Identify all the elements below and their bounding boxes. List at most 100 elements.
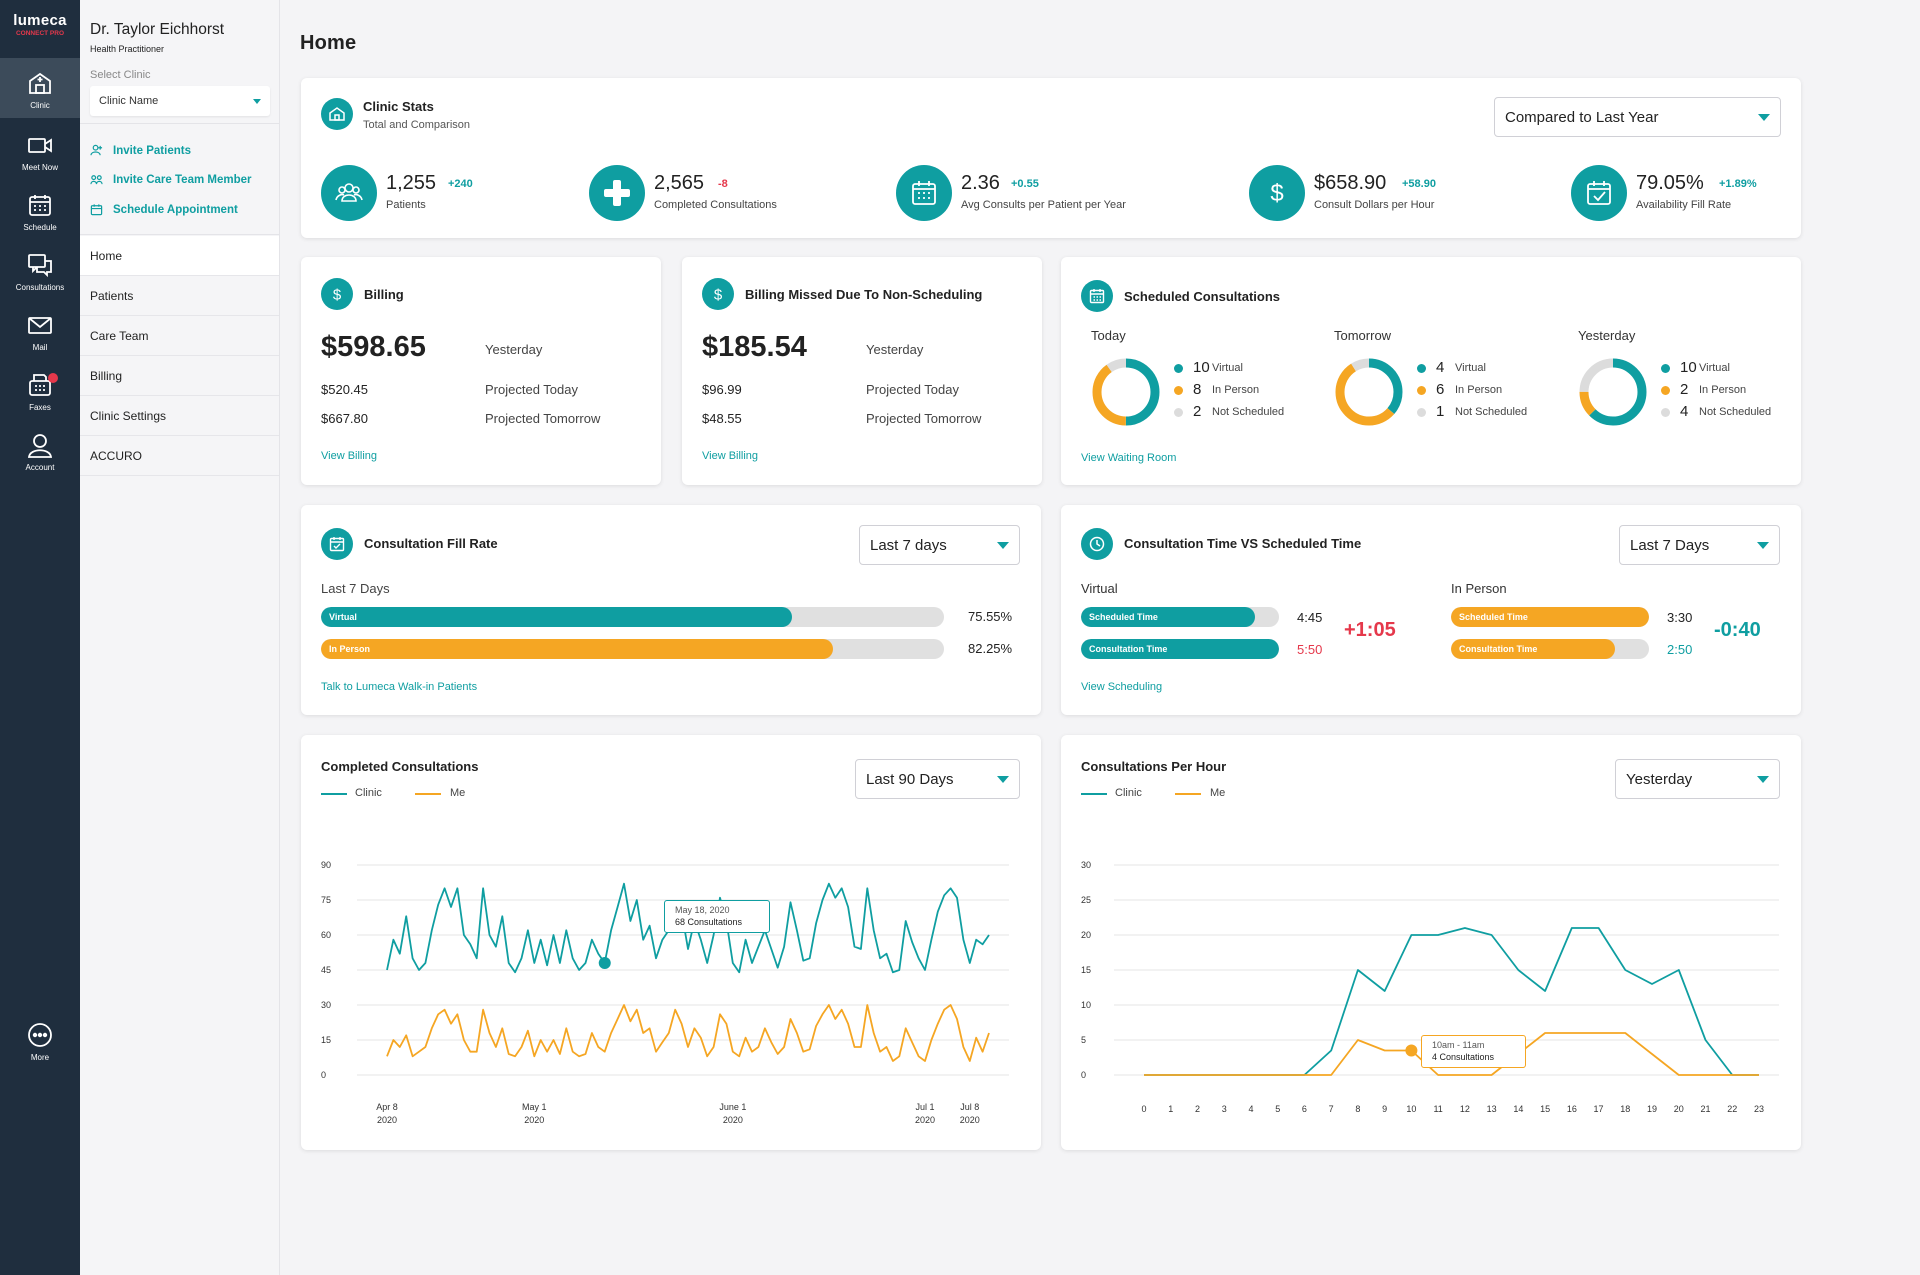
y-tick-label: 30	[1081, 860, 1091, 870]
schedule-legend-label: Not Scheduled	[1455, 406, 1528, 418]
time-bar: Scheduled Time	[1081, 607, 1279, 627]
nav-home[interactable]: Home	[80, 236, 279, 276]
x-tick-label: 22	[1727, 1104, 1737, 1114]
fill-rate-period: Last 7 Days	[321, 581, 390, 596]
rail-meet-now[interactable]: Meet Now	[0, 120, 80, 180]
fill-rate-title: Consultation Fill Rate	[364, 536, 498, 551]
rail-label: Consultations	[15, 283, 65, 292]
rail-faxes[interactable]: Faxes	[0, 360, 80, 420]
dollar-icon: $	[1270, 180, 1283, 207]
fill-rate-icon-circle	[321, 528, 353, 560]
x-tick-label: 5	[1275, 1104, 1280, 1114]
y-tick-label: 10	[1081, 1000, 1091, 1010]
rail-label: More	[30, 1053, 50, 1062]
rail-more[interactable]: More	[0, 1010, 80, 1070]
brand-sub: CONNECT PRO	[15, 30, 65, 37]
view-billing-link[interactable]: View Billing	[321, 450, 378, 462]
billing-card: $ Billing $598.65 Yesterday $520.45 Proj…	[301, 257, 661, 485]
completed-range-select[interactable]: Last 90 Days	[855, 759, 1020, 799]
chevron-down-icon	[1757, 775, 1769, 783]
stat-value: $658.90	[1314, 172, 1387, 194]
y-tick-label: 30	[321, 1000, 331, 1010]
schedule-count: 1	[1436, 403, 1445, 420]
calendar-icon	[1089, 289, 1105, 304]
rail-label: Schedule	[23, 223, 57, 232]
legend-dot	[1661, 364, 1670, 373]
schedule-count: 2	[1680, 381, 1689, 398]
rail-schedule[interactable]: Schedule	[0, 180, 80, 240]
y-tick-label: 20	[1081, 930, 1091, 940]
clinic-select[interactable]: Clinic Name	[90, 86, 270, 116]
more-icon	[28, 1023, 52, 1047]
series-line-clinic	[386, 882, 990, 974]
x-tick-label: June 1	[719, 1102, 746, 1112]
schedule-count: 2	[1193, 403, 1202, 420]
series-line-me	[386, 1004, 990, 1062]
divider	[80, 123, 279, 124]
view-scheduling-link[interactable]: View Scheduling	[1081, 681, 1163, 693]
x-tick-label: 7	[1329, 1104, 1334, 1114]
stat-label: Completed Consultations	[654, 199, 777, 211]
time-bar: Scheduled Time	[1451, 607, 1649, 627]
clinic-icon	[29, 72, 51, 94]
time-bar-label: Scheduled Time	[1089, 612, 1158, 622]
calendar-check-icon	[1587, 181, 1611, 205]
legend-dot	[1661, 386, 1670, 395]
nav-accuro[interactable]: ACCURO	[80, 436, 279, 476]
tooltip-value: 68 Consultations	[675, 917, 743, 927]
compare-select[interactable]: Compared to Last Year	[1494, 97, 1781, 137]
time-bar-fill	[1451, 639, 1616, 659]
billing-row-label: Projected Today	[485, 382, 578, 397]
tooltip-point	[1405, 1044, 1418, 1057]
schedule-legend-label: In Person	[1455, 384, 1503, 396]
billing-row-label: Projected Tomorrow	[485, 411, 601, 426]
time-value: 4:45	[1297, 610, 1323, 625]
schedule-appointment-link[interactable]: Schedule Appointment	[90, 203, 238, 216]
legend-me-swatch	[1175, 793, 1201, 795]
invite-patients-link[interactable]: Invite Patients	[90, 144, 191, 157]
compare-select-value: Compared to Last Year	[1505, 108, 1659, 126]
walk-in-patients-link[interactable]: Talk to Lumeca Walk-in Patients	[321, 681, 478, 693]
view-billing-missed-link[interactable]: View Billing	[702, 450, 759, 462]
people-icon	[335, 183, 363, 202]
schedule-count: 10	[1680, 359, 1697, 376]
fill-rate-value: 75.55%	[968, 609, 1013, 624]
rail-mail[interactable]: Mail	[0, 300, 80, 360]
time-vs-range-select[interactable]: Last 7 Days	[1619, 525, 1780, 565]
rail-clinic[interactable]: Clinic	[0, 58, 80, 118]
rail-label: Meet Now	[21, 163, 58, 172]
x-tick-label: Jul 1	[915, 1102, 934, 1112]
billing-missed-main-value: $185.54	[702, 331, 807, 363]
invite-care-team-link[interactable]: Invite Care Team Member	[90, 173, 251, 186]
nav-clinic-settings[interactable]: Clinic Settings	[80, 396, 279, 436]
rail-consultations[interactable]: Consultations	[0, 240, 80, 300]
chevron-down-icon	[997, 775, 1009, 783]
donut-not-scheduled	[1092, 358, 1160, 426]
time-vs-title: Consultation Time VS Scheduled Time	[1124, 536, 1362, 551]
legend-clinic-swatch	[1081, 793, 1107, 795]
schedule-legend-label: Not Scheduled	[1212, 406, 1285, 418]
donut-not-scheduled	[1579, 358, 1647, 426]
time-group-label: Virtual	[1081, 581, 1118, 596]
rail-account[interactable]: Account	[0, 420, 80, 480]
per-hour-range-select[interactable]: Yesterday	[1615, 759, 1780, 799]
billing-row-value: $520.45	[321, 382, 368, 397]
schedule-legend-label: Not Scheduled	[1699, 406, 1772, 418]
nav-billing[interactable]: Billing	[80, 356, 279, 396]
calendar-icon	[29, 195, 51, 216]
time-group-label: In Person	[1451, 581, 1507, 596]
nav-patients[interactable]: Patients	[80, 276, 279, 316]
fill-rate-range-select[interactable]: Last 7 days	[859, 525, 1020, 565]
y-tick-label: 90	[321, 860, 331, 870]
legend-me-label: Me	[450, 787, 466, 799]
legend-clinic-label: Clinic	[1115, 787, 1142, 799]
y-tick-label: 60	[321, 930, 331, 940]
view-waiting-room-link[interactable]: View Waiting Room	[1081, 452, 1177, 464]
x-tick-year: 2020	[524, 1115, 544, 1125]
chevron-down-icon	[1757, 541, 1769, 549]
nav-care-team[interactable]: Care Team	[80, 316, 279, 356]
tooltip-value: 4 Consultations	[1432, 1052, 1495, 1062]
stat-circle	[321, 165, 377, 221]
divider	[80, 234, 279, 235]
stat-delta: +0.55	[1011, 178, 1039, 190]
